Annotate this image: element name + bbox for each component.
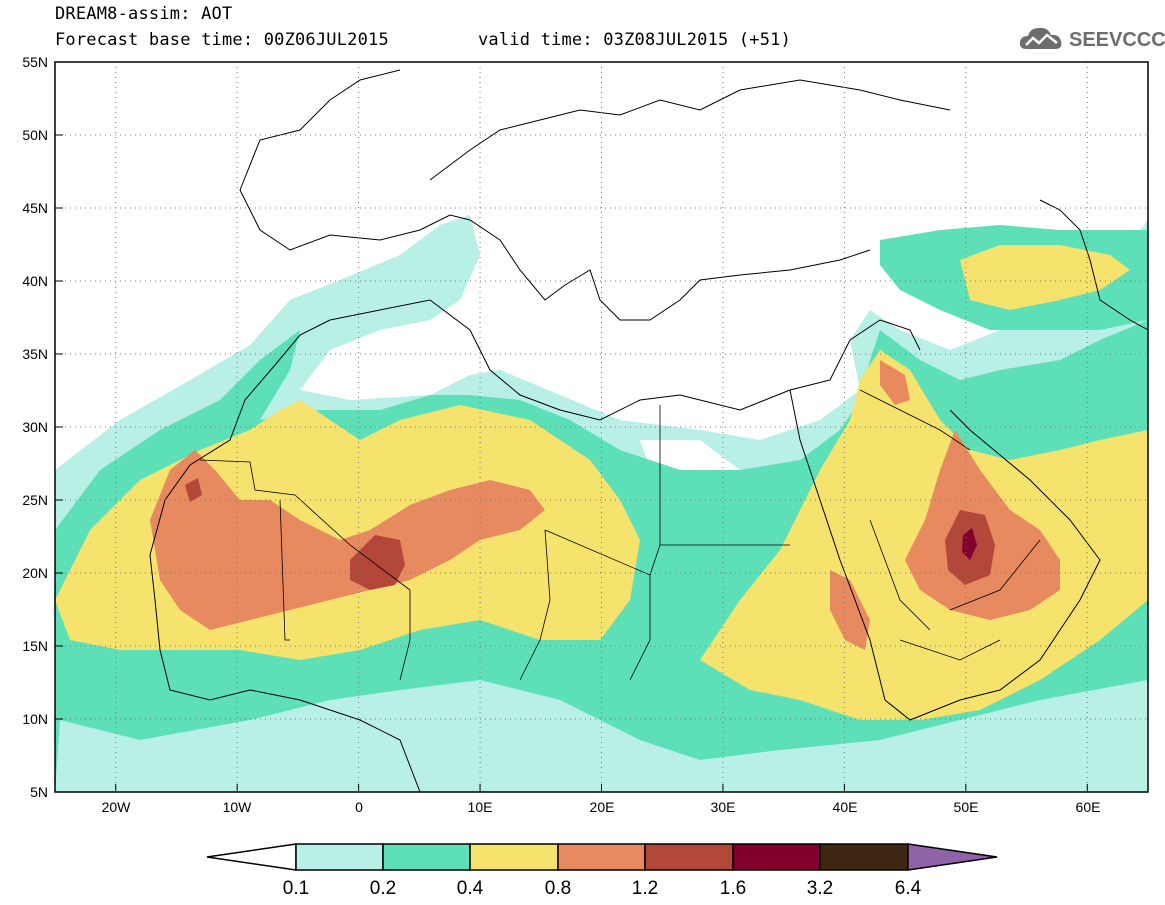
lat-label-5N: 5N <box>30 784 48 800</box>
lat-label-35N: 35N <box>22 346 48 362</box>
seevccc-logo: SEEVCCC <box>1017 22 1165 56</box>
title-base-time: Forecast base time: 00Z06JUL2015 <box>55 30 389 50</box>
lon-label-60E: 60E <box>1076 799 1101 815</box>
cb-label-6.4: 6.4 <box>895 878 922 899</box>
colorbar-boxes <box>206 843 998 871</box>
colorbar-box-1.2-1.6 <box>644 843 734 871</box>
lat-label-30N: 30N <box>22 419 48 435</box>
logo-text: SEEVCCC <box>1069 29 1165 51</box>
lon-label-40E: 40E <box>833 799 858 815</box>
aot-level-0.8 <box>150 450 545 630</box>
lon-label-30E: 30E <box>711 799 736 815</box>
title-valid-time: valid time: 03Z08JUL2015 (+51) <box>478 30 792 50</box>
cb-label-0.1: 0.1 <box>283 878 309 899</box>
lat-label-20N: 20N <box>22 565 48 581</box>
lon-label-0: 0 <box>355 799 363 815</box>
cb-label-0.2: 0.2 <box>370 878 396 899</box>
lon-label-20W: 20W <box>102 799 132 815</box>
lat-label-50N: 50N <box>22 127 48 143</box>
title-model: DREAM8-assim: AOT <box>55 4 233 24</box>
coastlines <box>149 69 1149 793</box>
cloud-icon <box>1019 27 1062 49</box>
colorbar-box-3.2-6.4 <box>819 843 909 871</box>
lat-label-25N: 25N <box>22 492 48 508</box>
colorbar-box-0.2-0.4 <box>382 843 471 871</box>
country-borders <box>199 389 1041 681</box>
colorbar-box-1.6-3.2 <box>732 843 821 871</box>
graticule <box>55 62 1148 792</box>
lat-label-15N: 15N <box>22 638 48 654</box>
colorbar-over-arrow <box>907 843 998 871</box>
lat-label-10N: 10N <box>22 711 48 727</box>
colorbar-box-0.1-0.2 <box>295 843 384 871</box>
colorbar-labels: 0.1 0.2 0.4 0.8 1.2 1.6 3.2 6.4 <box>283 878 922 899</box>
lat-label-55N: 55N <box>22 54 48 70</box>
lon-label-10W: 10W <box>223 799 253 815</box>
lat-label-40N: 40N <box>22 273 48 289</box>
cb-label-0.8: 0.8 <box>545 878 571 899</box>
lat-axis: 55N 50N 45N 40N 35N 30N 25N 20N 15N 10N … <box>22 54 48 800</box>
lon-label-50E: 50E <box>954 799 979 815</box>
lon-label-10E: 10E <box>468 799 493 815</box>
lon-axis: 20W 10W 0 10E 20E 30E 40E 50E 60E <box>102 799 1101 815</box>
lon-label-20E: 20E <box>590 799 615 815</box>
cb-label-0.4: 0.4 <box>457 878 484 899</box>
colorbar-box-0.4-0.8 <box>469 843 559 871</box>
lat-label-45N: 45N <box>22 200 48 216</box>
cb-label-1.6: 1.6 <box>720 878 746 899</box>
colorbar-under-arrow <box>206 843 297 871</box>
colorbar-box-0.8-1.2 <box>557 843 646 871</box>
cb-label-3.2: 3.2 <box>807 878 833 899</box>
cb-label-1.2: 1.2 <box>632 878 658 899</box>
axis-ticks <box>55 61 1088 793</box>
